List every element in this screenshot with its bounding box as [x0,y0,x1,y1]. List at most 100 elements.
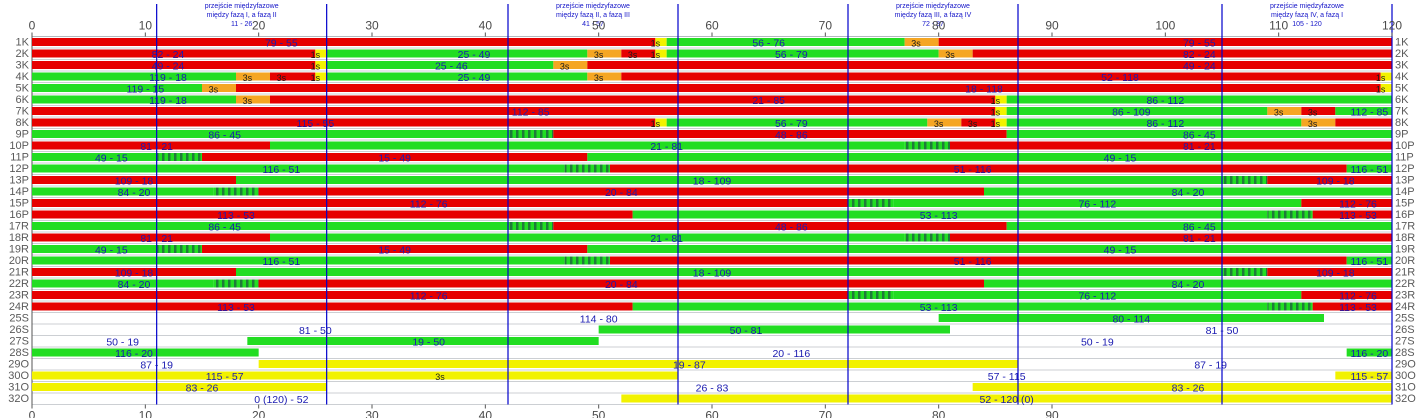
segment-label: 84 - 20 [118,279,151,291]
signal-segment [1267,176,1392,184]
signal-segment [610,164,1347,173]
top-tick-label: 90 [1045,19,1059,33]
row-label-left: 23R [9,290,29,302]
segment-label: 113 - 53 [217,302,255,314]
phase-transition-label: między fazą II, a fazą III [556,12,630,19]
row-label-left: 15P [9,198,29,210]
segment-label: 49 - 24 [152,61,185,73]
signal-segment [32,130,508,138]
row-label-right: 8K [1395,117,1409,129]
signal-segment [1312,302,1392,311]
bottom-tick-label: 30 [365,409,379,418]
interval-marker: 1s [991,108,1001,118]
row-label-right: 32O [1395,393,1416,405]
bottom-tick-label: 90 [1045,409,1059,418]
segment-label: 51 - 116 [954,256,992,268]
row-label-left: 10P [9,140,29,152]
signal-segment [587,61,1392,69]
segment-label: 81 - 21 [140,141,173,153]
segment-label: 81 - 21 [1183,141,1216,153]
segment-label: 81 - 50 [1206,325,1239,337]
interval-marker: 1s [651,39,661,49]
top-tick-label: 10 [139,19,153,33]
row-label-right: 10P [1395,140,1415,152]
interval-marker: 3s [628,50,638,60]
bars-layer [32,38,1392,403]
row-label-left: 17R [9,221,29,233]
segment-label: 113 - 53 [1339,302,1377,314]
row-label-left: 30O [8,370,29,382]
bottom-tick-label: 40 [479,409,493,418]
segment-label: 56 - 79 [775,49,808,61]
signal-segment [972,49,1392,58]
row-label-right: 5K [1395,83,1409,95]
signal-segment [32,199,848,207]
bottom-tick-label: 0 [29,409,36,418]
signal-segment [258,279,985,288]
signal-segment [950,141,1392,150]
segment-label: 84 - 20 [1172,187,1205,199]
row-label-right: 16P [1395,209,1415,221]
signal-segment [258,187,985,196]
segment-label: 113 - 53 [1339,210,1377,222]
signal-segment [1006,130,1392,138]
signal-segment [995,118,1007,127]
signal-segment [213,187,259,196]
segment-label: 18 - 109 [693,176,732,188]
signal-segment [610,256,1347,265]
signal-segment [621,49,656,58]
signal-segment [1301,118,1336,127]
row-label-right: 17R [1395,221,1415,233]
segment-label: 81 - 21 [140,233,173,245]
phase-transition-label: przejście międzyfazowe [1270,3,1344,10]
segment-label: 86 - 45 [208,130,241,142]
signal-segment [32,164,565,173]
row-label-left: 4K [16,71,30,83]
row-label-left: 14P [9,186,29,198]
signal-segment [598,325,950,334]
signal-segment [587,49,622,58]
segment-label: 112 - 85 [1350,107,1388,119]
row-label-right: 11P [1395,152,1414,164]
top-tick-label: 100 [1155,19,1175,33]
row-label-right: 29O [1395,359,1416,371]
signal-segment [213,279,259,288]
segment-label: 84 - 20 [118,187,151,199]
row-label-right: 18R [1395,232,1415,244]
signal-segment [632,210,1268,219]
interval-marker: 1s [651,119,661,129]
row-label-left: 28S [9,347,29,359]
signal-segment [621,72,1381,81]
signal-segment [893,291,1302,299]
signal-segment [32,245,157,253]
segment-label: 79 - 55 [1183,38,1216,50]
segment-label: 81 - 21 [1183,233,1216,245]
row-label-left: 6K [16,94,30,106]
segment-label: 76 - 112 [1078,291,1116,303]
segment-label: 20 - 116 [772,348,810,360]
signal-segment [1006,95,1392,104]
signal-segment [202,153,588,161]
row-label-left: 32O [8,393,29,405]
signal-segment [236,84,1381,92]
top-tick-label: 50 [592,19,606,33]
signal-segment [32,291,848,299]
row-label-left: 18R [9,232,29,244]
phase-transition-label: między fazą I, a fazą II [207,12,277,19]
interval-marker: 3s [968,119,978,129]
row-label-right: 30O [1395,370,1416,382]
signal-segment [1380,84,1392,92]
segment-label: 119 - 15 [126,84,164,96]
segment-label: 86 - 112 [1146,95,1184,107]
bottom-tick-label: 80 [932,409,946,418]
row-label-left: 19R [9,244,29,256]
signal-segment [236,176,1222,184]
top-tick-label: 60 [705,19,719,33]
row-label-left: 5K [16,83,30,95]
signal-segment [32,38,656,46]
segment-label: 52 - 118 [1101,72,1139,84]
interval-marker: 1s [311,73,321,83]
segment-label: 56 - 76 [752,38,785,50]
segment-label: 50 - 19 [1081,337,1114,349]
segment-label: 21 - 81 [650,233,683,245]
